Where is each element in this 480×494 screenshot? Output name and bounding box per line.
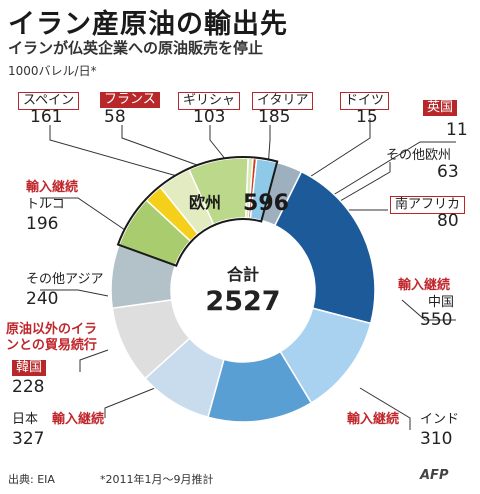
japan-import-note: 輸入継続 bbox=[52, 412, 105, 427]
label-turkey: トルコ bbox=[26, 197, 65, 212]
label-india: インド bbox=[420, 412, 460, 427]
value-south-africa: 80 bbox=[437, 211, 459, 231]
leader-uk bbox=[324, 141, 456, 201]
total-label: 合計 bbox=[227, 265, 259, 284]
total-value: 2527 bbox=[205, 286, 280, 317]
leader-other-europe bbox=[327, 162, 391, 209]
label-japan: 日本 bbox=[12, 412, 39, 427]
label-south-africa: 南アフリカ bbox=[390, 196, 466, 214]
unit-label: 1000バレル/日* bbox=[8, 64, 97, 78]
value-france: 58 bbox=[104, 107, 126, 127]
chart-title: イラン産原油の輸出先 bbox=[8, 9, 288, 40]
leader-india bbox=[359, 387, 411, 430]
trade-note-line-2: ンとの貿易続行 bbox=[6, 338, 97, 353]
value-japan: 327 bbox=[12, 429, 45, 449]
europe-label: 欧州 bbox=[189, 193, 221, 212]
value-korea: 228 bbox=[12, 377, 45, 397]
afp-logo: AFP bbox=[420, 468, 449, 483]
source-note: 出典: EIA bbox=[8, 473, 55, 486]
value-italy: 185 bbox=[258, 107, 291, 127]
europe-value: 596 bbox=[243, 191, 289, 216]
value-india: 310 bbox=[420, 429, 453, 449]
chart-subtitle: イランが仏英企業への原油販売を停止 bbox=[8, 39, 264, 57]
value-turkey: 196 bbox=[26, 214, 59, 234]
label-other-europe: その他欧州 bbox=[386, 148, 452, 163]
value-other-europe: 63 bbox=[437, 162, 459, 182]
leader-japan bbox=[104, 381, 171, 418]
label-korea: 韓国 bbox=[12, 360, 47, 376]
leader-other-asia bbox=[40, 289, 109, 297]
label-spain: スペイン bbox=[18, 92, 80, 110]
value-china: 550 bbox=[420, 310, 453, 330]
leader-spain bbox=[49, 125, 185, 179]
leader-turkey bbox=[40, 197, 126, 231]
leader-france bbox=[121, 125, 212, 171]
turkey-import-note: 輸入継続 bbox=[26, 180, 79, 195]
leader-greece bbox=[209, 125, 231, 166]
trade-note-line-1: 原油以外のイラ bbox=[6, 322, 98, 337]
label-greece: ギリシャ bbox=[178, 92, 241, 110]
leader-germany bbox=[304, 118, 371, 181]
value-other-asia: 240 bbox=[26, 289, 59, 309]
label-germany: ドイツ bbox=[340, 92, 390, 110]
value-greece: 103 bbox=[193, 107, 226, 127]
value-uk: 11 bbox=[446, 120, 468, 140]
label-uk: 英国 bbox=[423, 100, 458, 116]
label-other-asia: その他アジア bbox=[26, 272, 104, 287]
leader-korea bbox=[79, 349, 109, 372]
leader-china bbox=[401, 299, 456, 321]
slice-8 bbox=[273, 170, 376, 325]
label-italy: イタリア bbox=[252, 92, 314, 110]
value-spain: 161 bbox=[30, 107, 63, 127]
china-import-note: 輸入継続 bbox=[398, 278, 451, 293]
label-france: フランス bbox=[100, 92, 160, 108]
india-import-note: 輸入継続 bbox=[347, 412, 400, 427]
label-china: 中国 bbox=[428, 295, 455, 310]
europe-outline bbox=[116, 156, 279, 267]
period-note: *2011年1月～9月推計 bbox=[100, 473, 214, 486]
value-germany: 15 bbox=[356, 107, 378, 127]
